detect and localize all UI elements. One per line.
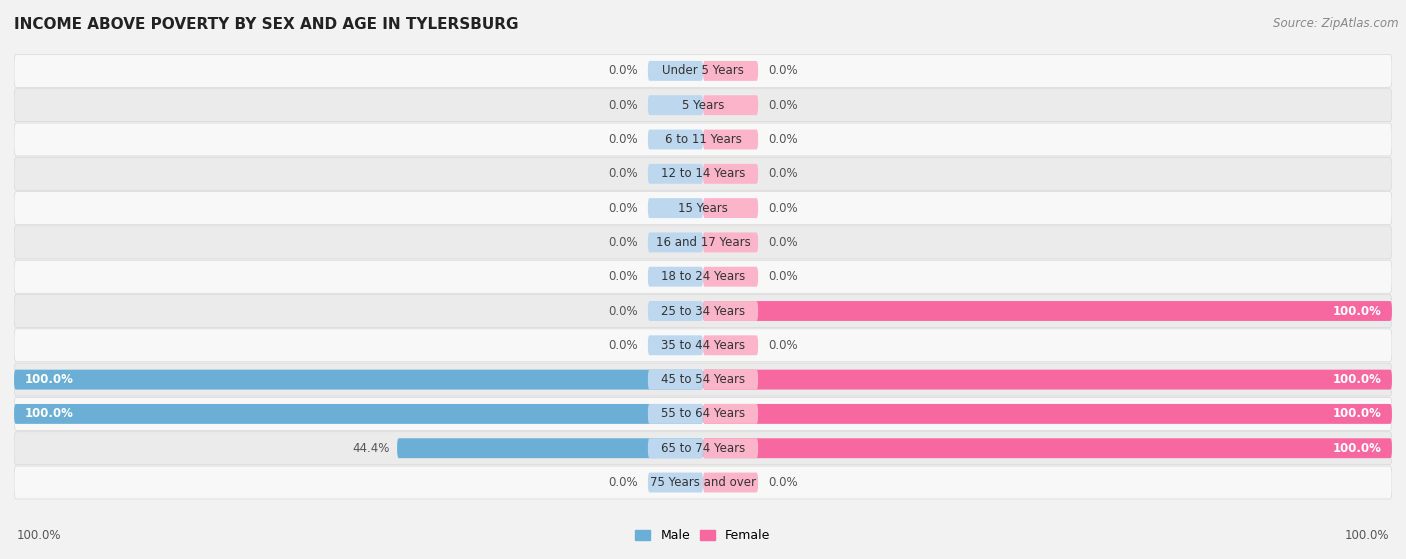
Text: 100.0%: 100.0%	[24, 373, 73, 386]
Legend: Male, Female: Male, Female	[630, 524, 776, 547]
FancyBboxPatch shape	[703, 130, 758, 149]
Text: 0.0%: 0.0%	[769, 133, 799, 146]
FancyBboxPatch shape	[648, 233, 703, 252]
FancyBboxPatch shape	[703, 369, 758, 390]
Text: 0.0%: 0.0%	[607, 339, 637, 352]
FancyBboxPatch shape	[648, 335, 703, 356]
Text: 100.0%: 100.0%	[1333, 442, 1382, 454]
Text: 0.0%: 0.0%	[607, 202, 637, 215]
FancyBboxPatch shape	[703, 61, 758, 81]
FancyBboxPatch shape	[703, 164, 758, 184]
Text: 100.0%: 100.0%	[24, 408, 73, 420]
Text: 0.0%: 0.0%	[769, 64, 799, 77]
Text: 6 to 11 Years: 6 to 11 Years	[665, 133, 741, 146]
Text: 0.0%: 0.0%	[769, 99, 799, 112]
FancyBboxPatch shape	[703, 335, 758, 356]
Text: Under 5 Years: Under 5 Years	[662, 64, 744, 77]
Text: 0.0%: 0.0%	[607, 133, 637, 146]
FancyBboxPatch shape	[14, 123, 1392, 156]
FancyBboxPatch shape	[703, 267, 758, 287]
FancyBboxPatch shape	[703, 369, 1392, 390]
Text: 0.0%: 0.0%	[607, 167, 637, 181]
FancyBboxPatch shape	[703, 404, 758, 424]
Text: 16 and 17 Years: 16 and 17 Years	[655, 236, 751, 249]
Text: 0.0%: 0.0%	[607, 236, 637, 249]
FancyBboxPatch shape	[648, 301, 703, 321]
FancyBboxPatch shape	[14, 157, 1392, 190]
Text: 0.0%: 0.0%	[607, 270, 637, 283]
FancyBboxPatch shape	[703, 301, 1392, 321]
Text: 5 Years: 5 Years	[682, 99, 724, 112]
FancyBboxPatch shape	[648, 267, 703, 287]
Text: 0.0%: 0.0%	[769, 167, 799, 181]
Text: 100.0%: 100.0%	[17, 529, 62, 542]
Text: 0.0%: 0.0%	[607, 64, 637, 77]
Text: 0.0%: 0.0%	[769, 270, 799, 283]
Text: 45 to 54 Years: 45 to 54 Years	[661, 373, 745, 386]
FancyBboxPatch shape	[648, 61, 703, 81]
FancyBboxPatch shape	[703, 438, 758, 458]
Text: 25 to 34 Years: 25 to 34 Years	[661, 305, 745, 318]
Text: 0.0%: 0.0%	[769, 339, 799, 352]
FancyBboxPatch shape	[14, 89, 1392, 122]
FancyBboxPatch shape	[703, 233, 758, 252]
FancyBboxPatch shape	[14, 404, 703, 424]
FancyBboxPatch shape	[648, 198, 703, 218]
Text: 0.0%: 0.0%	[769, 202, 799, 215]
Text: 0.0%: 0.0%	[769, 476, 799, 489]
FancyBboxPatch shape	[648, 164, 703, 184]
Text: 44.4%: 44.4%	[353, 442, 391, 454]
Text: 100.0%: 100.0%	[1333, 373, 1382, 386]
FancyBboxPatch shape	[648, 130, 703, 149]
Text: 0.0%: 0.0%	[607, 305, 637, 318]
FancyBboxPatch shape	[648, 369, 703, 390]
FancyBboxPatch shape	[14, 432, 1392, 465]
Text: 100.0%: 100.0%	[1333, 305, 1382, 318]
Text: 100.0%: 100.0%	[1344, 529, 1389, 542]
FancyBboxPatch shape	[703, 301, 758, 321]
FancyBboxPatch shape	[14, 397, 1392, 430]
FancyBboxPatch shape	[703, 438, 1392, 458]
FancyBboxPatch shape	[396, 438, 703, 458]
FancyBboxPatch shape	[648, 95, 703, 115]
FancyBboxPatch shape	[703, 472, 758, 492]
Text: 75 Years and over: 75 Years and over	[650, 476, 756, 489]
Text: 0.0%: 0.0%	[607, 476, 637, 489]
Text: 55 to 64 Years: 55 to 64 Years	[661, 408, 745, 420]
FancyBboxPatch shape	[648, 404, 703, 424]
FancyBboxPatch shape	[14, 192, 1392, 225]
Text: 65 to 74 Years: 65 to 74 Years	[661, 442, 745, 454]
Text: 18 to 24 Years: 18 to 24 Years	[661, 270, 745, 283]
FancyBboxPatch shape	[14, 466, 1392, 499]
FancyBboxPatch shape	[14, 226, 1392, 259]
FancyBboxPatch shape	[648, 472, 703, 492]
Text: Source: ZipAtlas.com: Source: ZipAtlas.com	[1274, 17, 1399, 30]
Text: INCOME ABOVE POVERTY BY SEX AND AGE IN TYLERSBURG: INCOME ABOVE POVERTY BY SEX AND AGE IN T…	[14, 17, 519, 32]
Text: 35 to 44 Years: 35 to 44 Years	[661, 339, 745, 352]
FancyBboxPatch shape	[703, 198, 758, 218]
Text: 15 Years: 15 Years	[678, 202, 728, 215]
FancyBboxPatch shape	[14, 369, 703, 390]
FancyBboxPatch shape	[14, 54, 1392, 87]
Text: 12 to 14 Years: 12 to 14 Years	[661, 167, 745, 181]
FancyBboxPatch shape	[703, 404, 1392, 424]
FancyBboxPatch shape	[648, 438, 703, 458]
FancyBboxPatch shape	[14, 295, 1392, 328]
Text: 100.0%: 100.0%	[1333, 408, 1382, 420]
Text: 0.0%: 0.0%	[769, 236, 799, 249]
FancyBboxPatch shape	[703, 95, 758, 115]
Text: 0.0%: 0.0%	[607, 99, 637, 112]
FancyBboxPatch shape	[14, 260, 1392, 293]
FancyBboxPatch shape	[14, 329, 1392, 362]
FancyBboxPatch shape	[14, 363, 1392, 396]
